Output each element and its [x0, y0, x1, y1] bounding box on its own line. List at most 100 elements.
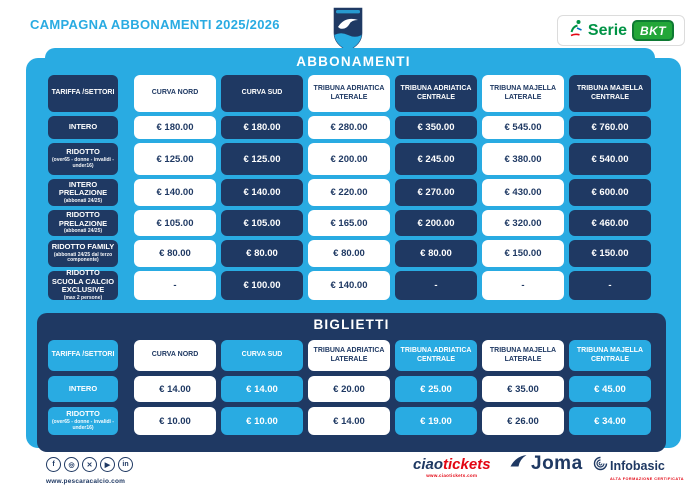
column-header: TARIFFA /SETTORI	[48, 75, 118, 112]
row-label: RIDOTTO PRELAZIONE (abbonati 24/25)	[48, 210, 118, 236]
bkt-badge: BKT	[632, 20, 675, 41]
infobasic-tagline: ALTA FORMAZIONE CERTIFICATA	[610, 477, 684, 481]
price-cell: € 14.00	[308, 407, 390, 435]
price-cell: € 460.00	[569, 210, 651, 236]
price-cell: € 20.00	[308, 376, 390, 402]
column-header: CURVA SUD	[221, 75, 303, 112]
ciaotickets-wordmark: ciaotickets	[413, 456, 491, 473]
infobasic-wordmark: Infobasic	[610, 458, 665, 473]
price-cell: € 26.00	[482, 407, 564, 435]
abbonamenti-table: TARIFFA /SETTORI CURVA NORD CURVA SUD TRIBU…	[48, 75, 656, 304]
column-header: TRIBUNA ADRIATICA LATERALE	[308, 340, 390, 371]
row-label: RIDOTTO SCUOLA CALCIO EXCLUSIVE (max 2 pe…	[48, 268, 118, 302]
serie-bkt-logo: Serie BKT	[557, 15, 685, 46]
ciaotickets-logo: ciaotickets www.ciaotickets.com	[413, 457, 491, 478]
price-cell: € 45.00	[569, 376, 651, 402]
row-label: INTERO PRELAZIONE (abbonati 24/25)	[48, 179, 118, 206]
price-cell: € 150.00	[482, 240, 564, 267]
price-cell: € 125.00	[221, 143, 303, 175]
column-header: TRIBUNA ADRIATICA CENTRALE	[395, 75, 477, 112]
price-cell: € 140.00	[308, 271, 390, 300]
biglietti-table: TARIFFA /SETTORI CURVA NORD CURVA SUD TRIBU…	[48, 340, 656, 440]
instagram-icon: ◎	[64, 457, 79, 472]
price-cell: € 140.00	[221, 179, 303, 206]
column-header: TRIBUNA MAJELLA LATERALE	[482, 340, 564, 371]
x-twitter-icon: ✕	[82, 457, 97, 472]
price-cell: € 540.00	[569, 143, 651, 175]
abbonamenti-section-title: ABBONAMENTI	[296, 54, 411, 69]
price-cell: € 34.00	[569, 407, 651, 435]
column-header: TRIBUNA ADRIATICA CENTRALE	[395, 340, 477, 371]
joma-wordmark: Joma	[531, 453, 583, 474]
row-label: INTERO	[48, 376, 118, 402]
row-sublabel: (abbonati 24/25)	[63, 228, 103, 235]
price-cell: € 14.00	[134, 376, 216, 402]
price-cell: € 14.00	[221, 376, 303, 402]
column-header: TRIBUNA ADRIATICA LATERALE	[308, 75, 390, 112]
facebook-icon: f	[46, 457, 61, 472]
price-cell: € 140.00	[134, 179, 216, 206]
price-cell: -	[395, 271, 477, 300]
price-cell: € 80.00	[308, 240, 390, 267]
price-cell: € 150.00	[569, 240, 651, 267]
price-cell: € 180.00	[221, 116, 303, 139]
infobasic-spiral-icon	[593, 456, 608, 476]
price-cell: -	[569, 271, 651, 300]
price-cell: € 200.00	[308, 143, 390, 175]
column-header: TARIFFA /SETTORI	[48, 340, 118, 371]
price-cell: € 430.00	[482, 179, 564, 206]
column-header: CURVA NORD	[134, 340, 216, 371]
row-sublabel: (over65 - donne - invalidi - under16)	[52, 419, 114, 431]
price-cell: € 200.00	[395, 210, 477, 236]
price-cell: € 35.00	[482, 376, 564, 402]
serie-player-icon	[568, 19, 583, 43]
price-cell: € 80.00	[395, 240, 477, 267]
price-cell: € 545.00	[482, 116, 564, 139]
price-cell: € 380.00	[482, 143, 564, 175]
price-cell: € 220.00	[308, 179, 390, 206]
price-cell: € 25.00	[395, 376, 477, 402]
row-sublabel: (max 2 persone)	[63, 295, 103, 302]
price-cell: € 350.00	[395, 116, 477, 139]
price-cell: € 270.00	[395, 179, 477, 206]
price-cell: € 105.00	[221, 210, 303, 236]
infobasic-logo: Infobasic ALTA FORMAZIONE CERTIFICATA	[593, 456, 684, 481]
price-cell: € 10.00	[221, 407, 303, 435]
row-label: RIDOTTO (over65 - donne - invalidi - unde…	[48, 407, 118, 435]
price-cell: € 10.00	[134, 407, 216, 435]
ciaotickets-url: www.ciaotickets.com	[426, 473, 478, 478]
price-cell: € 105.00	[134, 210, 216, 236]
price-cell: € 165.00	[308, 210, 390, 236]
price-cell: € 80.00	[221, 240, 303, 267]
serie-label: Serie	[587, 21, 628, 39]
price-cell: € 125.00	[134, 143, 216, 175]
column-header: TRIBUNA MAJELLA CENTRALE	[569, 75, 651, 112]
price-cell: € 280.00	[308, 116, 390, 139]
website-url: www.pescaracalcio.com	[46, 478, 126, 485]
price-cell: € 760.00	[569, 116, 651, 139]
price-cell: € 19.00	[395, 407, 477, 435]
row-label: RIDOTTO FAMILY (abbonati 24/25 dal terzo …	[48, 240, 118, 267]
price-cell: € 180.00	[134, 116, 216, 139]
row-sublabel: (abbonati 24/25 dal terzo componente)	[53, 251, 113, 264]
page-title: CAMPAGNA ABBONAMENTI 2025/2026	[30, 17, 280, 32]
column-header: CURVA NORD	[134, 75, 216, 112]
joma-bird-icon	[510, 454, 528, 473]
column-header: CURVA SUD	[221, 340, 303, 371]
price-cell: € 80.00	[134, 240, 216, 267]
biglietti-section-title: BIGLIETTI	[313, 317, 390, 332]
column-header: TRIBUNA MAJELLA LATERALE	[482, 75, 564, 112]
social-icons-row: f ◎ ✕ ▶ in	[46, 457, 133, 472]
price-cell: -	[482, 271, 564, 300]
row-label: INTERO	[48, 116, 118, 139]
price-cell: € 245.00	[395, 143, 477, 175]
price-cell: -	[134, 271, 216, 300]
row-sublabel: (abbonati 24/25)	[63, 197, 103, 204]
price-cell: € 600.00	[569, 179, 651, 206]
pescara-crest-icon	[332, 6, 364, 53]
linkedin-icon: in	[118, 457, 133, 472]
row-label: RIDOTTO (over65 - donne - invalidi - unde…	[48, 143, 118, 175]
column-header: TRIBUNA MAJELLA CENTRALE	[569, 340, 651, 371]
row-sublabel: (over65 - donne - invalidi - under16)	[52, 157, 114, 169]
joma-logo: Joma	[510, 454, 583, 473]
